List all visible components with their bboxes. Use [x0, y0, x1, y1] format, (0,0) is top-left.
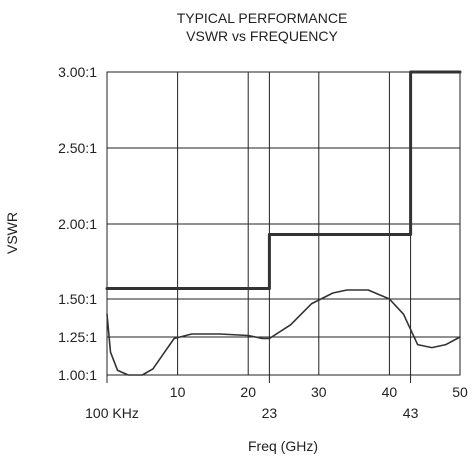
y-axis-label: VSWR: [4, 212, 20, 254]
x-tick-label: 43: [403, 405, 419, 421]
x-tick-label: 20: [240, 384, 256, 400]
y-tick-label: 1.25:1: [58, 329, 97, 345]
y-tick-label: 2.00:1: [58, 216, 97, 232]
y-tick-label: 3.00:1: [58, 64, 97, 80]
typical-vswr-line: [106, 289, 461, 376]
x-axis-label: Freq (GHz): [248, 438, 318, 454]
series-layer: [105, 70, 462, 376]
x-tick-label: 30: [311, 384, 327, 400]
chart-subtitle: VSWR vs FREQUENCY: [186, 28, 338, 44]
y-tick-label: 1.50:1: [58, 291, 97, 307]
x-tick-label: 40: [382, 384, 398, 400]
y-tick-labels: 1.00:1 1.25:1 1.50:1 2.00:1 2.50:1 3.00:1: [58, 64, 97, 383]
x-tick-label: 10: [170, 384, 186, 400]
y-tick-label: 1.00:1: [58, 367, 97, 383]
grid: [106, 71, 461, 383]
x-tick-label: 50: [452, 384, 468, 400]
y-tick-label: 2.50:1: [58, 140, 97, 156]
spec-limit-line: [105, 70, 462, 290]
x-tick-label: 100 KHz: [85, 405, 139, 421]
chart-title: TYPICAL PERFORMANCE: [177, 10, 348, 26]
x-tick-labels: 100 KHz 10 20 23 30 40 43 50: [85, 384, 468, 421]
plot-frame: [106, 71, 461, 376]
x-tick-label: 23: [262, 405, 278, 421]
